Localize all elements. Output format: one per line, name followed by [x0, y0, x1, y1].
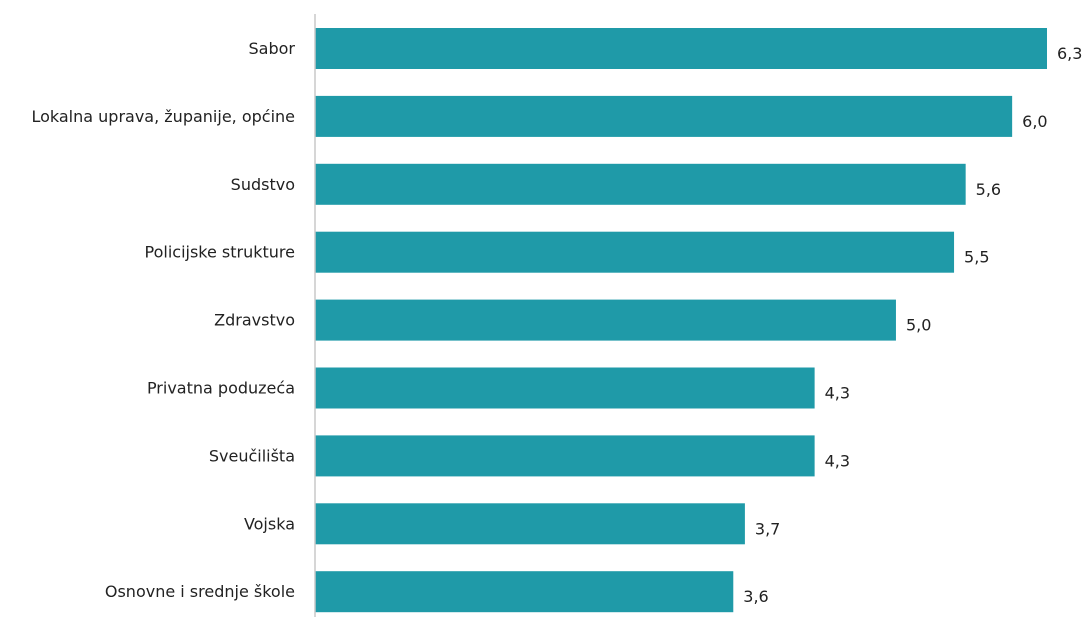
- category-label-7: Vojska: [244, 514, 295, 533]
- value-label-4: 5,0: [906, 316, 931, 335]
- value-labels-layer: 6,3 6,0 5,6 5,5 5,0 4,3 4,3 3,7 3,6: [743, 44, 1082, 606]
- category-label-1: Lokalna uprava, županije, općine: [31, 107, 295, 126]
- bar-6: [315, 435, 815, 477]
- bar-4: [315, 299, 896, 341]
- bar-5: [315, 367, 815, 409]
- value-label-6: 4,3: [825, 451, 850, 470]
- bars-layer: [315, 28, 1047, 613]
- category-label-5: Privatna poduzeća: [147, 379, 295, 398]
- bar-7: [315, 503, 745, 545]
- bar-1: [315, 95, 1013, 137]
- category-label-3: Policijske strukture: [145, 243, 295, 262]
- value-label-7: 3,7: [755, 519, 780, 538]
- category-label-6: Sveučilišta: [209, 446, 295, 465]
- value-label-3: 5,5: [964, 248, 989, 267]
- bar-0: [315, 28, 1047, 69]
- category-label-8: Osnovne i srednje škole: [105, 582, 295, 601]
- value-label-0: 6,3: [1057, 44, 1082, 63]
- category-label-4: Zdravstvo: [214, 311, 295, 330]
- value-label-5: 4,3: [825, 384, 850, 403]
- bar-8: [315, 571, 734, 613]
- category-label-2: Sudstvo: [231, 175, 295, 194]
- category-labels-layer: Sabor Lokalna uprava, županije, općine Sud…: [31, 39, 295, 601]
- category-label-0: Sabor: [249, 39, 296, 58]
- bar-2: [315, 163, 966, 205]
- value-label-8: 3,6: [743, 587, 768, 606]
- value-label-1: 6,0: [1022, 112, 1047, 131]
- value-label-2: 5,6: [976, 180, 1001, 199]
- bar-3: [315, 231, 955, 273]
